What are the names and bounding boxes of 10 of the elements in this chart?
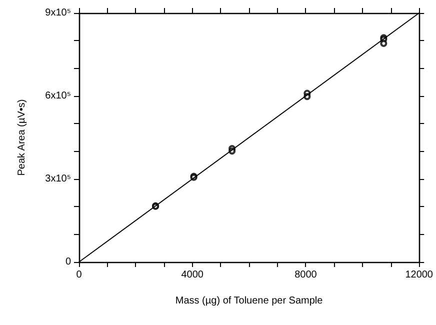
y-axis-title: Peak Area (µV•s) (16, 99, 28, 176)
y-tick-label: 3x10⁵ (45, 174, 71, 184)
x-tick-label: 12000 (405, 270, 434, 280)
x-tick-label: 0 (76, 270, 82, 280)
x-axis-title: Mass (µg) of Toluene per Sample (175, 296, 324, 306)
y-tick-label: 6x10⁵ (45, 90, 71, 102)
x-tick-label: 4000 (181, 270, 204, 280)
y-tick-label: 0 (65, 256, 72, 268)
x-tick-label: 8000 (294, 270, 318, 280)
y-tick-label: 9x10⁵ (45, 8, 71, 18)
